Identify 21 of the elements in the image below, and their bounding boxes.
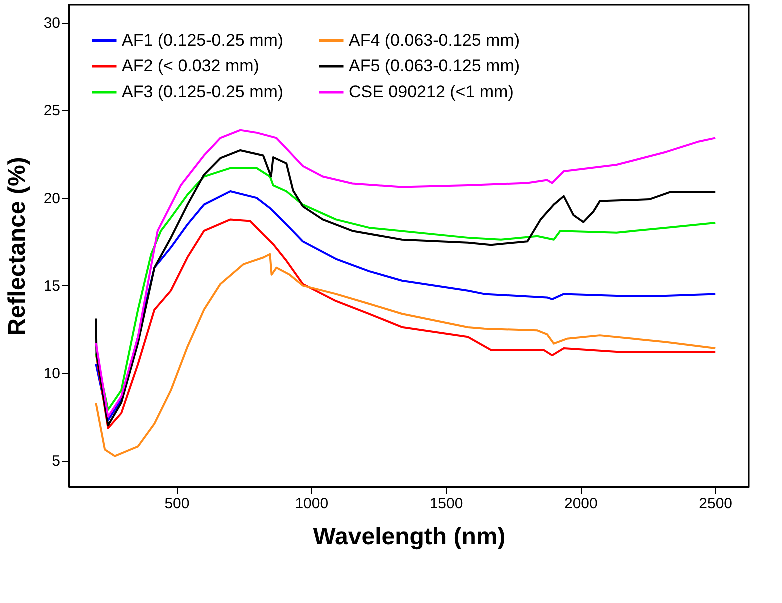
legend-label: AF5 (0.063-0.125 mm) bbox=[349, 56, 520, 76]
legend-label: CSE 090212 (<1 mm) bbox=[349, 82, 514, 102]
line-series bbox=[95, 218, 717, 430]
x-tick-label: 1500 bbox=[430, 496, 464, 512]
x-tick-label: 2500 bbox=[699, 496, 733, 512]
x-tick-label: 2000 bbox=[564, 496, 598, 512]
y-tick-label: 20 bbox=[44, 190, 60, 208]
legend-label: AF3 (0.125-0.25 mm) bbox=[122, 82, 284, 102]
y-tick-label: 25 bbox=[44, 102, 60, 120]
y-tick-label: 15 bbox=[44, 278, 60, 295]
legend-label: AF1 (0.125-0.25 mm) bbox=[122, 30, 284, 50]
x-tick-label: 500 bbox=[164, 496, 190, 512]
legend-label: AF4 (0.063-0.125 mm) bbox=[349, 30, 520, 50]
y-axis-title: Reflectance (%) bbox=[4, 157, 31, 336]
x-tick-label: 1000 bbox=[295, 496, 329, 512]
y-tick-label: 10 bbox=[44, 366, 60, 383]
legend-label: AF2 (< 0.032 mm) bbox=[122, 56, 260, 76]
y-tick-label: 5 bbox=[52, 453, 60, 470]
y-tick-label: 30 bbox=[44, 15, 60, 32]
line-series bbox=[95, 253, 717, 458]
x-axis-title: Wavelength (nm) bbox=[313, 524, 506, 550]
